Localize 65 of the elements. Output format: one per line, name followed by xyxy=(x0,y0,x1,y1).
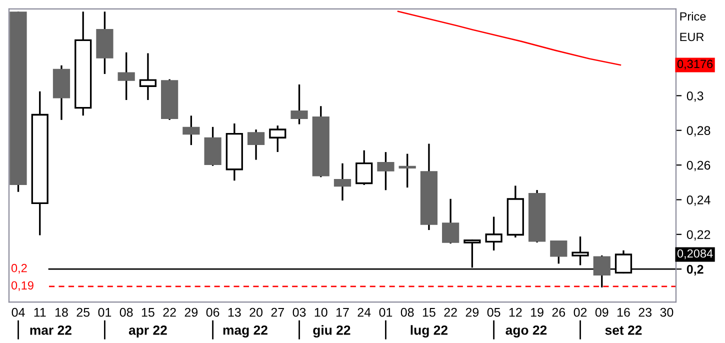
x-tick-label: 01 xyxy=(379,308,392,317)
x-tick-label: 24 xyxy=(358,308,371,317)
candlestick xyxy=(442,198,460,244)
ref-line-label: 0,19 xyxy=(11,281,34,291)
y-tick-label: 0,28 xyxy=(686,126,710,136)
y-tick-label: 0,3 xyxy=(686,91,704,102)
candlestick xyxy=(334,163,352,201)
x-tick-label: 15 xyxy=(422,308,436,317)
x-tick-label: 09 xyxy=(595,308,608,317)
x-tick-label: 29 xyxy=(466,308,479,317)
text: ago 22 xyxy=(506,325,547,338)
x-tick-label: 08 xyxy=(400,308,414,317)
text: lug 22 xyxy=(410,325,448,338)
x-tick-label: 05 xyxy=(487,308,500,317)
x-tick-label: 22 xyxy=(163,308,176,317)
candlestick xyxy=(139,53,157,100)
text: mag 22 xyxy=(223,325,268,338)
x-tick-label: 18 xyxy=(55,308,68,317)
x-tick-label: 29 xyxy=(184,308,198,317)
x-tick-label: 15 xyxy=(142,308,154,317)
text: mar 22 xyxy=(30,326,72,335)
candlestick xyxy=(485,216,502,250)
x-tick-label: 26 xyxy=(552,308,566,317)
candlestick xyxy=(572,236,589,266)
x-tick-label: 19 xyxy=(531,308,544,317)
text: EUR xyxy=(680,32,704,42)
x-tick-label: 30 xyxy=(660,308,674,317)
candlestick xyxy=(398,154,416,188)
text: 0,2084 xyxy=(677,249,713,260)
y-tick-label: 0,26 xyxy=(686,160,710,172)
candlestick xyxy=(377,152,394,190)
candlestick xyxy=(182,116,200,146)
text: apr 22 xyxy=(128,326,167,338)
y-tick-label: 0,22 xyxy=(686,230,710,241)
candlestick xyxy=(290,84,308,124)
x-tick-label: 01 xyxy=(98,308,112,317)
x-tick-label: 13 xyxy=(228,308,241,317)
x-tick-label: 25 xyxy=(76,308,90,317)
x-tick-label: 02 xyxy=(574,308,587,317)
candlestick xyxy=(550,240,568,264)
x-tick-label: 11 xyxy=(34,308,46,317)
candlestick xyxy=(247,130,265,160)
text: set 22 xyxy=(605,326,642,335)
candlestick xyxy=(356,150,373,185)
x-tick-label: 08 xyxy=(120,308,133,317)
x-tick-label: 06 xyxy=(206,308,220,317)
x-tick-label: 22 xyxy=(444,308,457,317)
candlestick xyxy=(118,52,135,100)
y-tick-label: 0,2 xyxy=(686,264,704,276)
x-tick-label: 04 xyxy=(12,308,25,317)
x-tick-label: 12 xyxy=(509,308,522,317)
y-tick-label: 0,24 xyxy=(686,196,710,206)
ref-line-label: 0,2 xyxy=(11,264,27,274)
x-tick-label: 27 xyxy=(271,308,284,317)
candlestick xyxy=(269,126,286,152)
x-tick-label: 10 xyxy=(314,308,328,317)
line-series xyxy=(397,10,622,66)
x-tick-label: 20 xyxy=(250,308,262,317)
x-tick-label: 03 xyxy=(292,308,306,317)
x-tick-label: 16 xyxy=(617,308,630,317)
text: 0,3176 xyxy=(677,60,713,70)
text: giu 22 xyxy=(313,325,350,338)
x-tick-label: 17 xyxy=(336,308,349,317)
x-tick-label: 23 xyxy=(638,308,652,317)
y-axis-title: Price xyxy=(680,12,706,21)
